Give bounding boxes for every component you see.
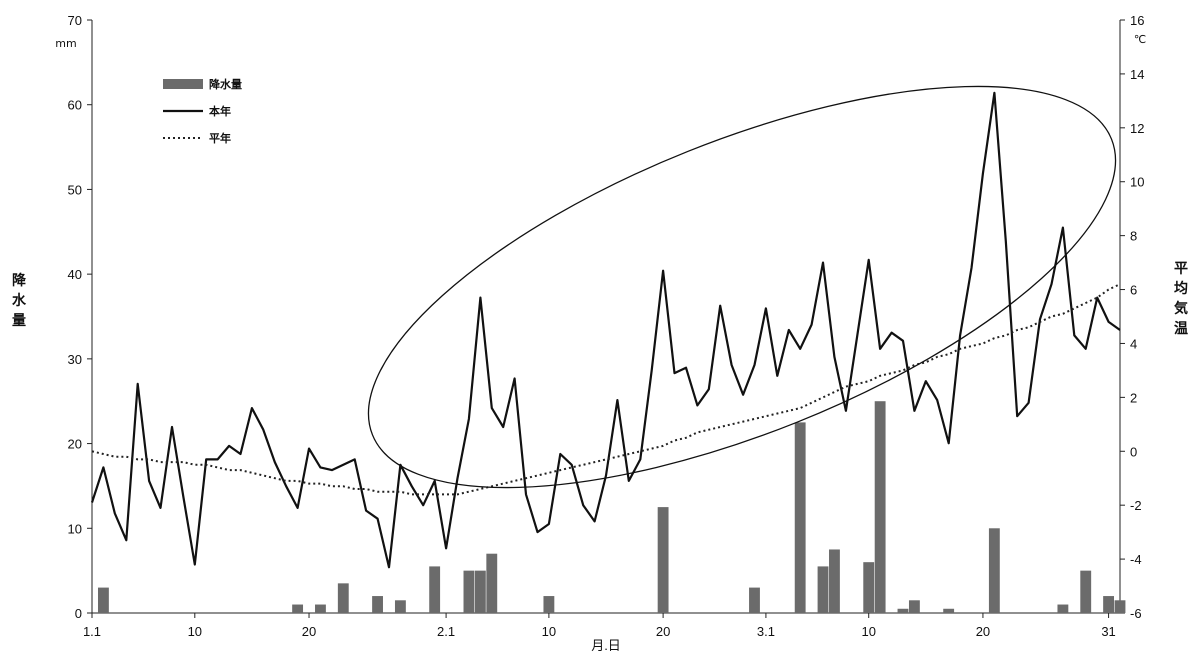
- precip-bar: [1114, 600, 1126, 613]
- precip-bar: [292, 604, 304, 613]
- normal-temp-line: [91, 283, 1121, 496]
- precip-bar: [474, 570, 486, 613]
- right-unit-label: ℃: [1134, 33, 1146, 46]
- precip-bar: [1080, 570, 1092, 613]
- legend-label: 本年: [209, 104, 231, 118]
- precip-bar: [657, 507, 669, 613]
- right-tick-label: -2: [1130, 498, 1142, 513]
- precip-bar: [897, 608, 909, 613]
- precip-bar: [463, 570, 475, 613]
- right-tick-label: 2: [1130, 390, 1137, 405]
- precip-bar: [829, 549, 840, 613]
- precip-bar: [874, 401, 886, 613]
- right-tick-label: 4: [1130, 336, 1137, 351]
- precip-bar: [429, 566, 441, 613]
- x-tick-label: 3.1: [757, 624, 775, 639]
- x-tick-label: 1.1: [83, 624, 101, 639]
- right-axis-title-char: 平: [1174, 261, 1188, 277]
- precip-bar: [337, 583, 349, 613]
- precip-bar: [749, 587, 760, 613]
- right-tick-label: 8: [1130, 229, 1137, 244]
- left-axis-title-char: 降: [12, 272, 27, 289]
- left-tick-label: 50: [68, 182, 82, 197]
- precip-bars-group: [97, 401, 1126, 613]
- precip-bar: [97, 587, 109, 613]
- left-axis-title-char: 水: [12, 292, 27, 309]
- left-axis-title-char: 量: [12, 313, 26, 329]
- x-tick-label: 20: [976, 624, 990, 639]
- x-tick-label: 20: [302, 624, 316, 639]
- left-tick-label: 70: [68, 13, 82, 28]
- precip-bar: [543, 596, 555, 613]
- legend-label: 降水量: [209, 77, 242, 91]
- left-axis-title: 降水量: [12, 272, 27, 329]
- precip-bar: [988, 528, 1000, 613]
- x-tick-label: 2.1: [437, 624, 455, 639]
- legend-label: 平年: [209, 131, 231, 145]
- precip-bar: [1103, 596, 1115, 613]
- right-tick-label: 16: [1130, 13, 1144, 28]
- left-tick-label: 0: [75, 606, 82, 621]
- right-tick-label: 0: [1130, 444, 1137, 459]
- left-tick-label: 30: [68, 352, 82, 367]
- right-tick-label: 12: [1130, 121, 1144, 136]
- precip-bar: [943, 608, 955, 613]
- axes-group: [87, 19, 1125, 618]
- precip-bar: [394, 600, 406, 613]
- precip-bar: [1057, 604, 1069, 613]
- left-tick-label: 20: [68, 437, 82, 452]
- precip-bar: [315, 604, 326, 613]
- precip-bar: [486, 553, 498, 613]
- precip-bar: [908, 600, 920, 613]
- right-tick-label: -4: [1130, 552, 1142, 567]
- x-tick-label: 10: [542, 624, 556, 639]
- right-axis-title-char: 気: [1174, 300, 1188, 317]
- left-tick-label: 60: [68, 98, 82, 113]
- left-tick-label: 40: [68, 267, 82, 282]
- this-year-temp-line: [90, 91, 1121, 569]
- right-axis-title-char: 温: [1174, 321, 1188, 337]
- precip-bar: [863, 562, 875, 613]
- precip-bar: [372, 596, 383, 613]
- right-tick-label: 10: [1130, 175, 1144, 190]
- right-tick-label: 6: [1130, 283, 1137, 298]
- x-tick-label: 20: [656, 624, 670, 639]
- legend-bar-swatch: [163, 79, 203, 89]
- highlight-ellipse: [367, 85, 1117, 489]
- left-unit-label: mm: [55, 37, 76, 50]
- left-tick-label: 10: [68, 521, 82, 536]
- precip-bar: [817, 566, 829, 613]
- right-tick-label: -6: [1130, 606, 1142, 621]
- right-tick-label: 14: [1130, 67, 1144, 82]
- x-tick-label: 10: [188, 624, 202, 639]
- precip-bar: [794, 422, 806, 613]
- labels-group: 0 10 20 30 40 50 60 70 -6 -4 -2 0 2 4 6 8 10 12 14 16 1.1 10 2…: [12, 13, 1188, 653]
- annotation-group: [367, 85, 1117, 489]
- x-axis-title: 月.日: [591, 638, 621, 653]
- x-tick-label: 10: [861, 624, 875, 639]
- temp-lines-group: [90, 91, 1121, 569]
- right-axis-title-char: 均: [1174, 280, 1188, 297]
- x-tick-label: 31: [1101, 624, 1115, 639]
